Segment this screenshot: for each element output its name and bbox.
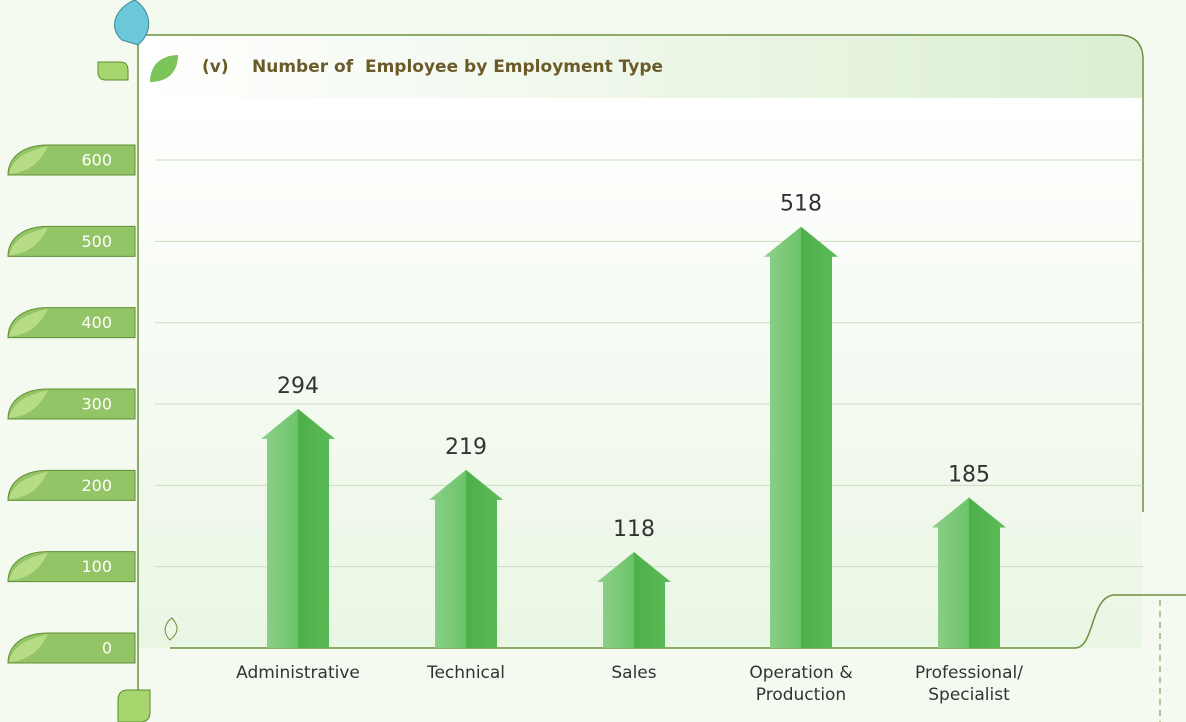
y-tick-label: 300 — [81, 395, 112, 414]
leaf-icon — [118, 690, 150, 722]
chart-label: (v) — [202, 57, 229, 77]
y-tick-label: 100 — [81, 557, 112, 576]
y-tick-label: 0 — [102, 639, 112, 658]
leaf-icon — [98, 62, 128, 80]
y-tick-label: 600 — [81, 151, 112, 170]
bar — [429, 470, 503, 648]
bar — [261, 409, 335, 648]
value-label: 294 — [277, 374, 319, 399]
x-tick-label: Operation & Production — [736, 662, 866, 706]
y-tick-label: 200 — [81, 476, 112, 495]
page: (v) Number of Employee by Employment Typ… — [0, 0, 1186, 722]
chart-title: Number of Employee by Employment Type — [252, 57, 663, 77]
leaf-icon — [114, 0, 148, 45]
x-tick-label: Sales — [569, 662, 699, 684]
value-label: 185 — [948, 463, 990, 488]
value-label: 518 — [780, 192, 822, 217]
chart: (v) Number of Employee by Employment Typ… — [0, 0, 1186, 722]
x-tick-label: Technical — [401, 662, 531, 684]
bar — [764, 227, 838, 648]
value-label: 219 — [445, 435, 487, 460]
y-tick-label: 500 — [81, 232, 112, 251]
bar — [932, 498, 1006, 648]
value-label: 118 — [613, 517, 655, 542]
x-tick-label: Administrative — [233, 662, 363, 684]
x-tick-label: Professional/ Specialist — [904, 662, 1034, 706]
y-tick-label: 400 — [81, 313, 112, 332]
